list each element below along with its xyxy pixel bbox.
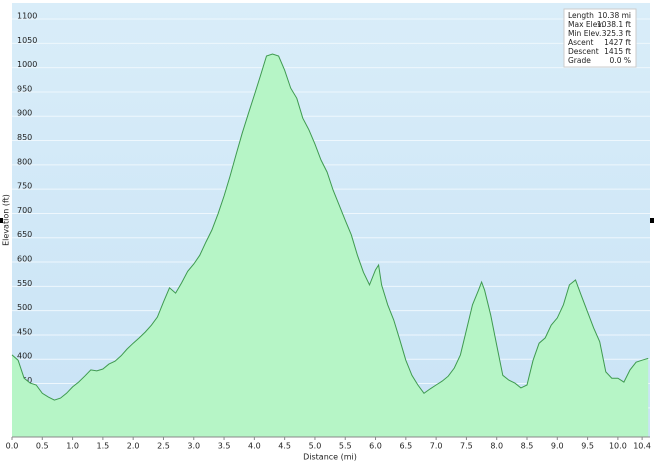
x-tick-label: 7.5 [460,442,473,451]
marker [0,218,3,223]
y-tick-label: 650 [17,230,32,239]
marker [650,218,654,223]
y-tick-label: 750 [17,182,32,191]
stat-label: Length [568,11,594,20]
y-tick-label: 1050 [17,36,37,45]
y-tick-label: 550 [17,279,32,288]
x-tick-label: 0.5 [36,442,49,451]
x-tick-label: 6.0 [369,442,382,451]
stat-label: Max Elev. [568,20,604,29]
elevation-line [11,53,649,401]
x-tick-label: 5.0 [309,442,322,451]
stat-label: Ascent [568,38,594,47]
x-tick-label: 2.0 [127,442,140,451]
stat-label: Min Elev. [568,29,601,38]
y-tick-label: 500 [17,303,32,312]
y-tick-label: 1100 [17,12,37,21]
stat-label: Descent [568,47,599,56]
stat-value: 1415 ft [604,47,631,56]
stat-value: 10.38 mi [598,11,631,20]
x-tick-label: 3.0 [187,442,200,451]
x-tick-label: 8.5 [521,442,534,451]
x-tick-label: 10.0 [609,442,627,451]
stat-value: 0.0 % [610,56,631,65]
elevation-area [12,54,649,437]
stat-value: 325.3 ft [602,29,631,38]
x-tick-label: 9.5 [581,442,594,451]
y-tick-label: 1000 [17,60,37,69]
stat-label: Grade [568,56,591,65]
y-axis-label: Elevation (ft) [2,194,11,246]
x-tick-label: 1.5 [97,442,110,451]
stats-background [563,8,637,68]
stat-value: 1427 ft [604,38,631,47]
x-tick-label: 0.0 [6,442,19,451]
y-tick-label: 800 [17,157,32,166]
y-tick-label: 900 [17,109,32,118]
y-tick-label: 450 [17,327,32,336]
y-tick-label: 400 [17,352,32,361]
x-tick-label: 6.5 [399,442,412,451]
y-tick-label: 950 [17,84,32,93]
x-tick-label: 4.0 [248,442,261,451]
y-tick-label: 850 [17,133,32,142]
x-tick-label: 1.0 [66,442,79,451]
x-tick-label: 3.5 [218,442,231,451]
x-tick-label: 4.5 [278,442,291,451]
x-axis-label: Distance (mi) [303,453,357,462]
y-tick-label: 700 [17,206,32,215]
y-tick-label: 600 [17,255,32,264]
x-tick-label: 2.5 [157,442,170,451]
x-tick-label: 10.4 [633,442,651,451]
stat-value: 1038.1 ft [597,20,631,29]
x-tick-label: 8.0 [490,442,503,451]
x-tick-label: 7.0 [430,442,443,451]
x-tick-label: 5.5 [339,442,352,451]
x-tick-label: 9.0 [551,442,564,451]
